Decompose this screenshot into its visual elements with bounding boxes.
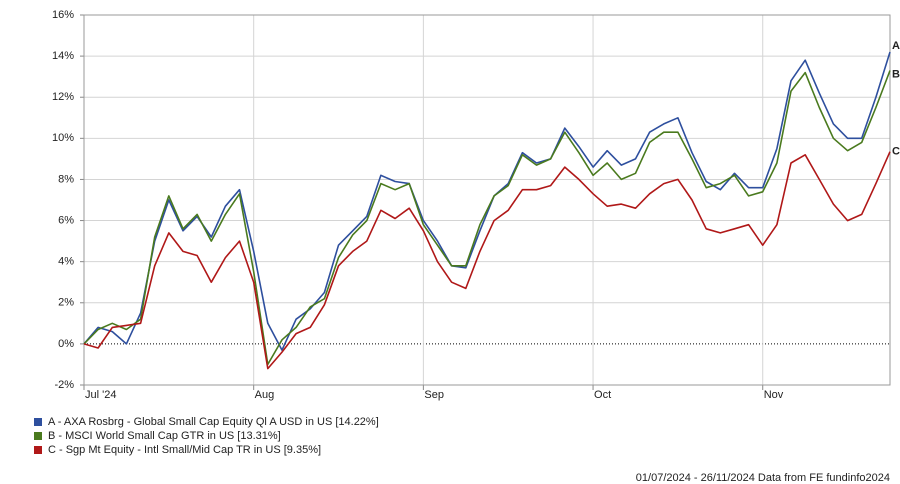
- y-tick-label: 16%: [52, 9, 74, 21]
- legend-swatch: [34, 432, 42, 440]
- y-tick-label: 6%: [58, 214, 74, 226]
- y-tick-label: 2%: [58, 297, 74, 309]
- legend-label: C - Sgp Mt Equity - Intl Small/Mid Cap T…: [48, 444, 321, 456]
- y-tick-label: 8%: [58, 173, 74, 185]
- end-label: B: [892, 68, 900, 80]
- series-line: [83, 51, 891, 351]
- x-tick-label: Jul '24: [85, 389, 116, 401]
- legend-label: B - MSCI World Small Cap GTR in US [13.3…: [48, 430, 281, 442]
- series-line: [83, 70, 891, 366]
- x-tick-label: Nov: [764, 389, 784, 401]
- y-tick-label: -2%: [54, 379, 74, 391]
- legend-label: A - AXA Rosbrg - Global Small Cap Equity…: [48, 416, 379, 428]
- end-label: C: [892, 146, 900, 158]
- x-tick-label: Oct: [594, 389, 611, 401]
- y-tick-label: 0%: [58, 338, 74, 350]
- end-label: A: [892, 40, 900, 52]
- y-tick-label: 12%: [52, 91, 74, 103]
- y-tick-label: 10%: [52, 132, 74, 144]
- y-tick-label: 14%: [52, 50, 74, 62]
- y-tick-label: 4%: [58, 256, 74, 268]
- plot-frame: [83, 14, 891, 386]
- x-tick-label: Aug: [255, 389, 275, 401]
- footer: 01/07/2024 - 26/11/2024 Data from FE fun…: [636, 472, 890, 484]
- legend-swatch: [34, 446, 42, 454]
- series-line: [83, 151, 891, 370]
- x-tick-label: Sep: [424, 389, 444, 401]
- legend-swatch: [34, 418, 42, 426]
